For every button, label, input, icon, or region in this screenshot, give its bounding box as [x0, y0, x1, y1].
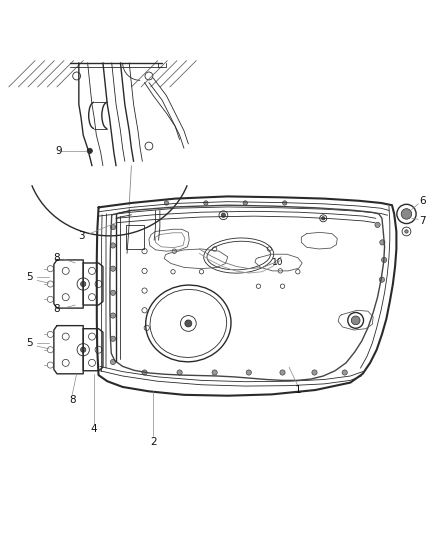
Circle shape	[312, 370, 317, 375]
Circle shape	[283, 201, 287, 205]
Circle shape	[212, 370, 217, 375]
Circle shape	[221, 213, 226, 217]
Circle shape	[110, 313, 116, 318]
Circle shape	[375, 222, 380, 228]
Circle shape	[280, 370, 285, 375]
Circle shape	[401, 209, 412, 219]
Circle shape	[379, 277, 385, 282]
Circle shape	[177, 370, 182, 375]
Text: 3: 3	[78, 231, 85, 241]
Circle shape	[110, 266, 116, 271]
Circle shape	[81, 347, 86, 352]
Circle shape	[110, 336, 116, 342]
Circle shape	[81, 281, 86, 287]
Circle shape	[405, 230, 408, 233]
Text: 8: 8	[53, 304, 60, 314]
Text: 5: 5	[26, 338, 33, 348]
Text: 1: 1	[294, 385, 301, 395]
Circle shape	[342, 370, 347, 375]
Circle shape	[110, 290, 116, 295]
Text: 7: 7	[419, 215, 426, 225]
Circle shape	[243, 201, 247, 205]
Text: 9: 9	[56, 146, 63, 156]
Circle shape	[87, 148, 92, 154]
Text: 6: 6	[419, 196, 426, 206]
Text: 2: 2	[150, 437, 157, 447]
Text: 8: 8	[53, 253, 60, 263]
Circle shape	[204, 201, 208, 205]
Circle shape	[110, 243, 116, 248]
Text: 10: 10	[272, 257, 284, 266]
Circle shape	[185, 320, 192, 327]
Circle shape	[381, 257, 387, 263]
Text: 8: 8	[69, 394, 76, 405]
Circle shape	[380, 240, 385, 245]
Circle shape	[110, 359, 116, 365]
Text: 5: 5	[26, 272, 33, 282]
Circle shape	[321, 216, 325, 220]
Circle shape	[164, 201, 169, 205]
Circle shape	[351, 316, 360, 325]
Text: 4: 4	[91, 424, 98, 434]
Circle shape	[110, 224, 116, 230]
Circle shape	[142, 370, 147, 375]
Circle shape	[246, 370, 251, 375]
